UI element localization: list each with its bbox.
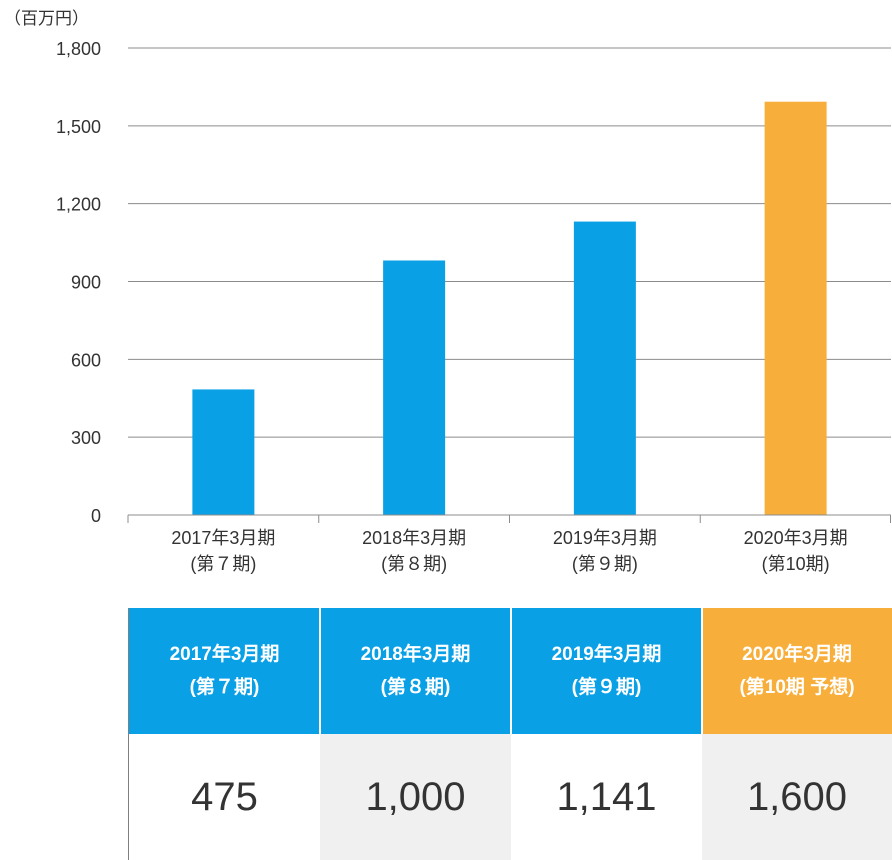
y-tick-label: 1,200 [56, 195, 101, 215]
table-column: 2017年3月期 (第７期) 475 [129, 608, 320, 860]
column-divider [319, 608, 321, 734]
table-value-cell: 1,141 [511, 734, 702, 860]
y-tick-label: 1,500 [56, 117, 101, 137]
x-tick-label: (第７期) [190, 554, 256, 574]
bar [573, 221, 636, 515]
table-column: 2020年3月期 (第10期 予想) 1,600 [702, 608, 892, 860]
y-tick-label: 0 [91, 506, 101, 526]
data-table: 2017年3月期 (第７期) 475 2018年3月期 (第８期) 1,000 … [128, 608, 892, 860]
gridlines [128, 47, 891, 438]
unit-label: （百万円） [4, 9, 89, 28]
table-column: 2018年3月期 (第８期) 1,000 [320, 608, 511, 860]
table-column: 2019年3月期 (第９期) 1,141 [511, 608, 702, 860]
x-tick-label: (第10期) [762, 554, 830, 574]
table-value-cell: 475 [129, 734, 320, 860]
header-line1: 2018年3月期 [360, 644, 471, 665]
x-tick-label: 2019年3月期 [553, 528, 657, 548]
bars [192, 101, 827, 515]
x-tick-label: 2018年3月期 [362, 528, 466, 548]
y-tick-label: 300 [71, 428, 101, 448]
table-header-cell: 2019年3月期 (第９期) [511, 608, 702, 734]
table-header-cell: 2020年3月期 (第10期 予想) [702, 608, 892, 734]
bar [764, 101, 827, 515]
bar [383, 260, 446, 515]
bar [192, 389, 255, 515]
header-line2: (第10期 予想) [739, 677, 855, 698]
column-divider [510, 608, 512, 734]
y-tick-label: 600 [71, 350, 101, 370]
table-header-cell: 2017年3月期 (第７期) [129, 608, 320, 734]
header-line1: 2017年3月期 [169, 644, 280, 665]
header-line1: 2020年3月期 [742, 644, 852, 665]
x-tick-label: (第８期) [381, 554, 447, 574]
x-tick-label: (第９期) [572, 554, 638, 574]
header-line2: (第９期) [571, 677, 642, 698]
header-line2: (第８期) [380, 677, 451, 698]
x-axis: 2017年3月期 (第７期) 2018年3月期 (第８期) 2019年3月期 (第９期) 2… [127, 514, 891, 574]
y-tick-label: 1,800 [56, 39, 101, 59]
column-divider [701, 608, 703, 734]
table-value-cell: 1,000 [320, 734, 511, 860]
header-line2: (第７期) [189, 677, 260, 698]
y-tick-label: 900 [71, 273, 101, 293]
x-tick-label: 2017年3月期 [171, 528, 275, 548]
header-line1: 2019年3月期 [551, 644, 662, 665]
y-axis-ticks: 0 300 600 900 1,200 1,500 1,800 [56, 39, 101, 526]
table-header-cell: 2018年3月期 (第８期) [320, 608, 511, 734]
table-value-cell: 1,600 [702, 734, 892, 860]
x-tick-label: 2020年3月期 [744, 528, 848, 548]
